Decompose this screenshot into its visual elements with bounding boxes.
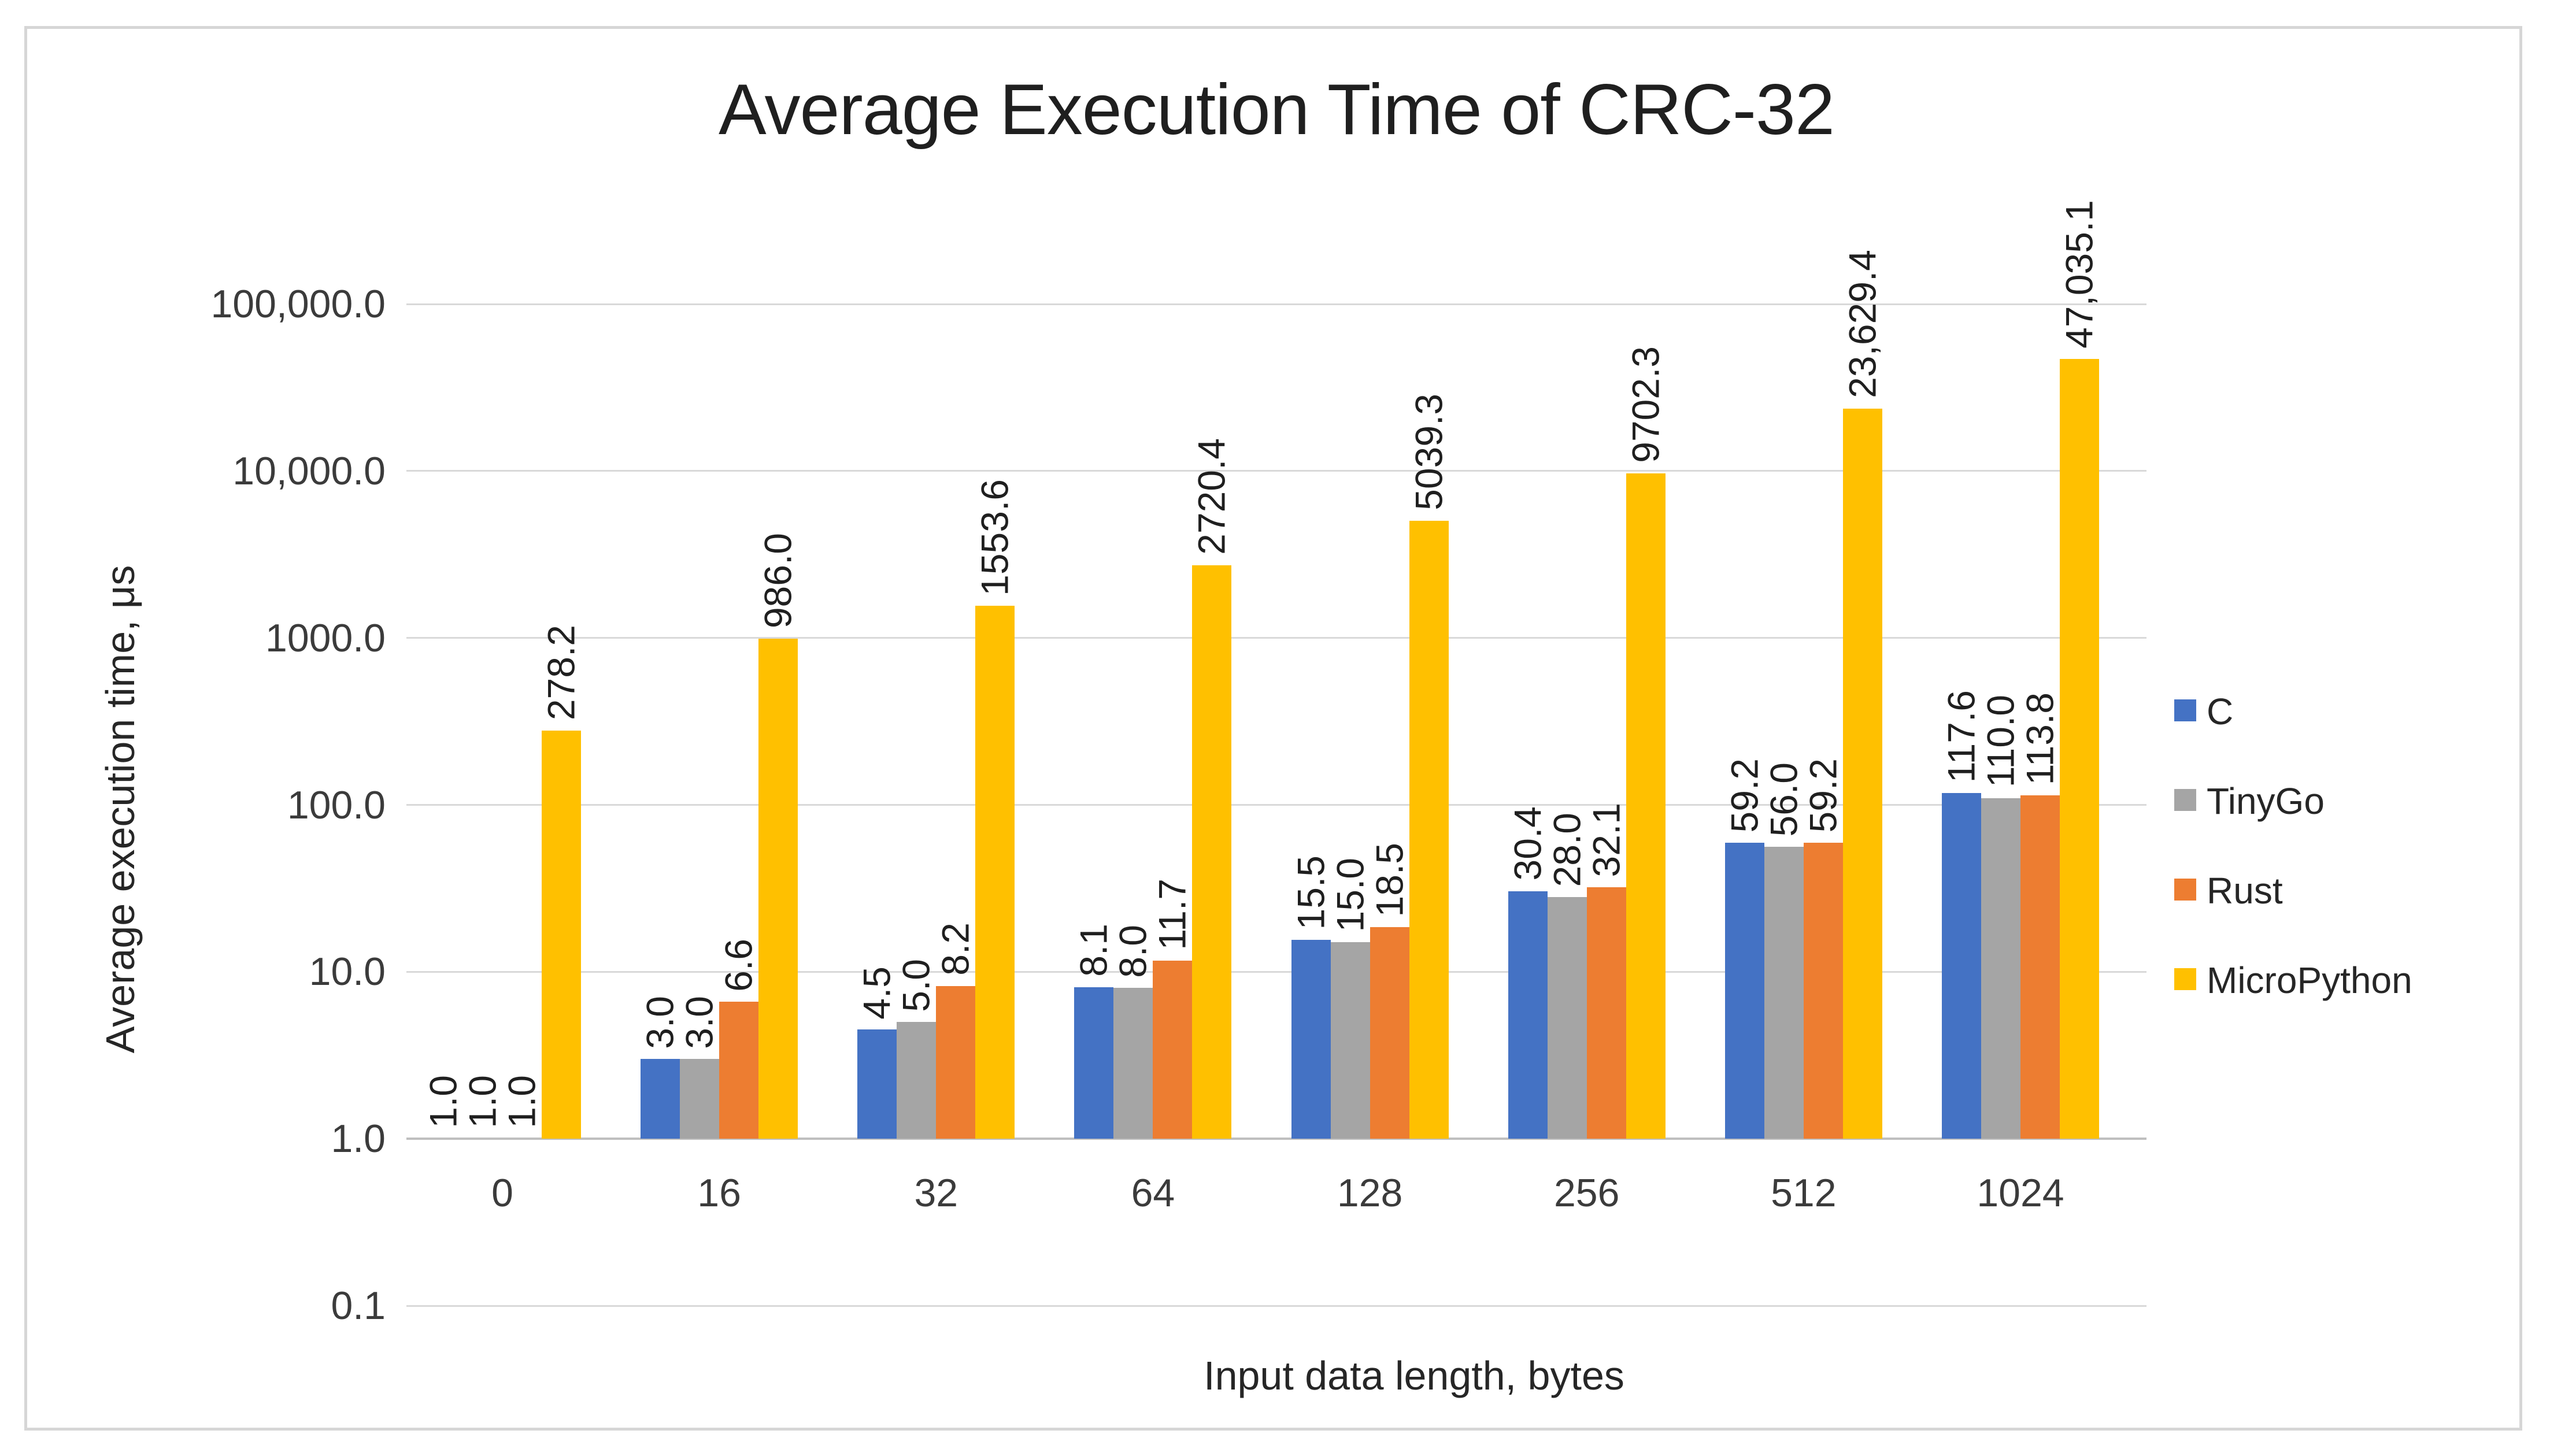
x-category-label: 32: [914, 1171, 958, 1215]
data-label: 113.8: [2018, 692, 2062, 786]
bar: [1508, 891, 1548, 1139]
bar: [975, 606, 1015, 1139]
legend-label: TinyGo: [2207, 780, 2325, 822]
data-label: 47,035.1: [2057, 199, 2101, 349]
gridline: [406, 637, 2146, 639]
bar: [1192, 565, 1232, 1139]
bar: [680, 1059, 720, 1139]
data-label: 56.0: [1762, 762, 1805, 837]
y-tick-label: 1.0: [331, 1117, 386, 1161]
bar: [1803, 843, 1843, 1139]
bar: [542, 731, 581, 1139]
bar: [857, 1029, 897, 1139]
data-label: 28.0: [1545, 812, 1589, 887]
x-axis-line: [406, 1138, 2146, 1140]
data-label: 32.1: [1585, 802, 1628, 877]
y-tick-label: 100,000.0: [210, 282, 386, 326]
bar: [2059, 358, 2099, 1139]
data-label: 30.4: [1506, 806, 1549, 881]
bar: [1626, 473, 1666, 1139]
gridline: [406, 1305, 2146, 1307]
data-label: 1.0: [421, 1075, 465, 1129]
bar: [758, 639, 798, 1139]
gridline: [406, 970, 2146, 973]
x-category-label: 512: [1771, 1171, 1837, 1215]
chart-border: [24, 26, 2522, 1431]
data-label: 1.0: [500, 1075, 543, 1129]
bar: [897, 1022, 937, 1139]
bar: [1074, 987, 1114, 1139]
data-label: 4.5: [855, 966, 898, 1020]
data-label: 1.0: [461, 1075, 504, 1129]
data-label: 986.0: [756, 533, 800, 629]
x-category-label: 16: [697, 1171, 741, 1215]
legend-label: MicroPython: [2207, 959, 2412, 1001]
bar: [1724, 843, 1764, 1139]
data-label: 11.7: [1150, 879, 1194, 950]
bar: [1764, 847, 1804, 1139]
x-category-label: 1024: [1977, 1171, 2064, 1215]
x-axis-title: Input data length, bytes: [1204, 1353, 1624, 1398]
y-tick-label: 1000.0: [265, 616, 386, 660]
gridline: [406, 303, 2146, 305]
x-category-label: 256: [1553, 1171, 1620, 1215]
data-label: 18.5: [1367, 842, 1411, 917]
data-label: 1553.6: [973, 479, 1016, 596]
legend-swatch: [2174, 968, 2196, 990]
legend-label: Rust: [2207, 870, 2283, 912]
data-label: 9702.3: [1624, 346, 1667, 463]
bar: [936, 986, 976, 1139]
data-label: 278.2: [539, 624, 583, 721]
gridline: [406, 804, 2146, 806]
bar: [719, 1002, 759, 1139]
data-label: 117.6: [1940, 690, 1983, 783]
y-tick-label: 100.0: [287, 783, 386, 827]
data-label: 15.0: [1328, 858, 1371, 932]
bar: [1842, 408, 1882, 1139]
legend-swatch: [2174, 699, 2196, 721]
data-label: 8.1: [1072, 924, 1115, 977]
data-label: 23,629.4: [1841, 250, 1884, 398]
data-label: 8.2: [934, 922, 977, 976]
legend-swatch: [2174, 789, 2196, 811]
bar: [1330, 942, 1370, 1139]
data-label: 3.0: [638, 995, 682, 1049]
y-tick-label: 10,000.0: [232, 449, 386, 493]
data-label: 5.0: [894, 958, 938, 1012]
data-label: 2720.4: [1190, 438, 1233, 555]
data-label: 59.2: [1801, 758, 1845, 833]
y-tick-label: 10.0: [309, 950, 386, 994]
bar: [1981, 798, 2020, 1139]
bar: [1586, 887, 1626, 1139]
bar: [1941, 793, 1981, 1139]
x-category-label: 128: [1337, 1171, 1403, 1215]
data-label: 59.2: [1723, 758, 1766, 833]
legend-label: C: [2207, 691, 2234, 732]
bar: [1153, 960, 1193, 1139]
x-category-label: 64: [1131, 1171, 1175, 1215]
bar: [1113, 988, 1153, 1139]
data-label: 110.0: [1979, 695, 2022, 788]
bar: [641, 1059, 680, 1139]
chart-title: Average Execution Time of CRC-32: [719, 70, 1835, 150]
legend-swatch: [2174, 879, 2196, 901]
y-tick-label: 0.1: [331, 1284, 386, 1328]
bar: [1291, 940, 1331, 1139]
data-label: 5039.3: [1407, 393, 1450, 510]
gridline: [406, 470, 2146, 472]
bar: [2020, 795, 2060, 1139]
bar: [1547, 897, 1587, 1139]
bar: [1370, 927, 1409, 1139]
bar: [1409, 520, 1449, 1139]
x-category-label: 0: [491, 1171, 513, 1215]
data-label: 15.5: [1289, 855, 1332, 930]
data-label: 6.6: [717, 938, 760, 992]
data-label: 3.0: [678, 995, 721, 1049]
data-label: 8.0: [1111, 924, 1154, 978]
